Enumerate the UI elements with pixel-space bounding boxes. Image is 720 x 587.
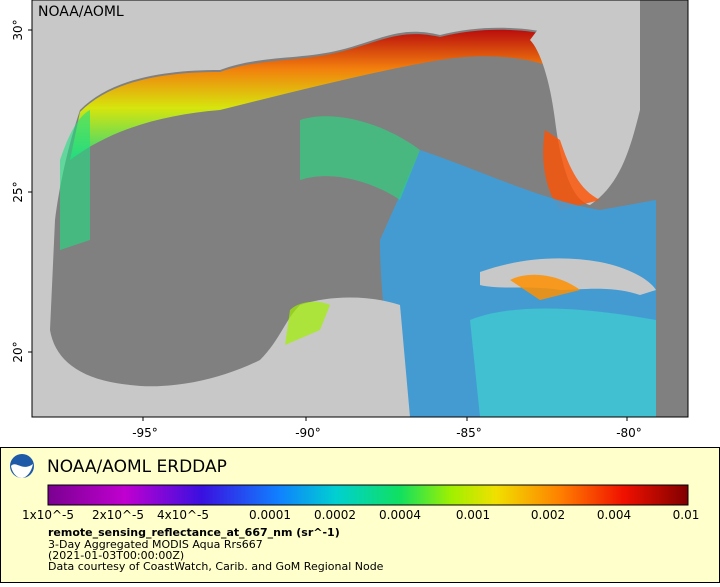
data-central	[300, 116, 420, 200]
legend-panel	[0, 447, 720, 583]
colorbar	[47, 484, 689, 506]
colorbar-labels: 1x10^-5 2x10^-5 4x10^-5 0.0001 0.0002 0.…	[22, 508, 699, 522]
lon-label: -95°	[132, 426, 158, 440]
lon-label: -90°	[295, 426, 321, 440]
lon-axis: -95° -90° -85° -80°	[132, 417, 642, 440]
lat-axis: 30° 25° 20°	[11, 19, 32, 363]
colorbar-label: 0.0004	[379, 508, 421, 522]
data-cuba-shelf	[510, 274, 580, 300]
colorbar-label: 0.002	[531, 508, 565, 522]
legend: NOAA/AOML ERDDAP 1x10^-5 2x10^-5 4x10^-5…	[0, 447, 720, 583]
data-yucatan-shelf	[285, 301, 330, 345]
colorbar-label: 0.01	[673, 508, 700, 522]
lat-label: 30°	[11, 19, 25, 40]
map-frame	[31, 0, 689, 418]
lat-label: 20°	[11, 341, 25, 362]
data-florida-shelf	[543, 130, 600, 210]
map: NOAA/AOML	[32, 0, 688, 417]
nodata-east	[656, 0, 688, 417]
lon-label: -80°	[616, 426, 642, 440]
colorbar-label: 4x10^-5	[157, 508, 209, 522]
dataset-name: 3-Day Aggregated MODIS Aqua Rrs667	[48, 538, 263, 551]
lat-label: 25°	[11, 181, 25, 202]
colorbar-label: 0.004	[597, 508, 631, 522]
colorbar-label: 0.001	[456, 508, 490, 522]
land-florida	[530, 0, 640, 205]
credit: Data courtesy of CoastWatch, Carib. and …	[48, 560, 384, 573]
noaa-logo-wave	[11, 464, 33, 478]
colorbar-label: 0.0001	[249, 508, 291, 522]
data-caribbean	[470, 308, 656, 417]
data-western	[60, 110, 90, 250]
time: (2021-01-03T00:00:00Z)	[48, 549, 184, 562]
variable-name: remote_sensing_reflectance_at_667_nm (sr…	[48, 526, 340, 539]
colorbar-label: 2x10^-5	[92, 508, 144, 522]
lon-label: -85°	[456, 426, 482, 440]
colorbar-label: 1x10^-5	[22, 508, 74, 522]
land-us	[32, 0, 600, 330]
legend-title: NOAA/AOML ERDDAP	[47, 457, 227, 477]
colorbar-label: 0.0002	[314, 508, 356, 522]
watermark: NOAA/AOML	[38, 4, 124, 20]
